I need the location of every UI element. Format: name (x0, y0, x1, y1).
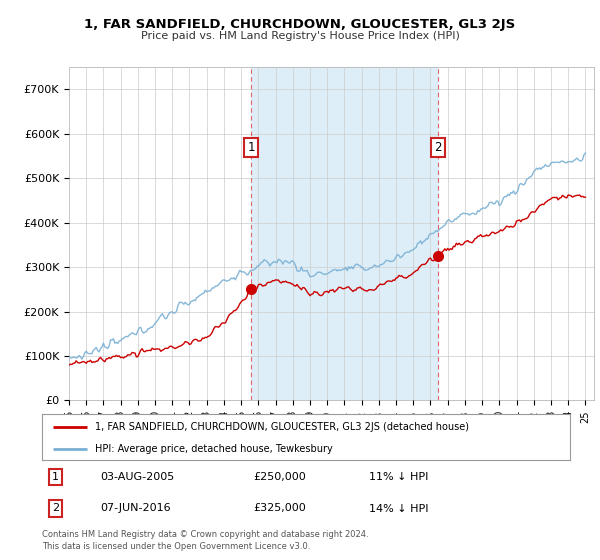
Text: 2: 2 (52, 503, 59, 514)
Text: 1, FAR SANDFIELD, CHURCHDOWN, GLOUCESTER, GL3 2JS: 1, FAR SANDFIELD, CHURCHDOWN, GLOUCESTER… (85, 18, 515, 31)
Text: HPI: Average price, detached house, Tewkesbury: HPI: Average price, detached house, Tewk… (95, 444, 332, 454)
Text: 1: 1 (247, 141, 255, 153)
Text: 2: 2 (434, 141, 442, 153)
Bar (251, 67, 438, 400)
Text: 1: 1 (52, 472, 59, 482)
Text: £250,000: £250,000 (253, 472, 306, 482)
Text: 1, FAR SANDFIELD, CHURCHDOWN, GLOUCESTER, GL3 2JS (detached house): 1, FAR SANDFIELD, CHURCHDOWN, GLOUCESTER… (95, 422, 469, 432)
Text: 14% ↓ HPI: 14% ↓ HPI (370, 503, 429, 514)
Text: 03-AUG-2005: 03-AUG-2005 (100, 472, 175, 482)
Text: 11% ↓ HPI: 11% ↓ HPI (370, 472, 429, 482)
Text: £325,000: £325,000 (253, 503, 306, 514)
Text: This data is licensed under the Open Government Licence v3.0.: This data is licensed under the Open Gov… (42, 542, 310, 550)
Text: 07-JUN-2016: 07-JUN-2016 (100, 503, 171, 514)
Text: Contains HM Land Registry data © Crown copyright and database right 2024.: Contains HM Land Registry data © Crown c… (42, 530, 368, 539)
Text: Price paid vs. HM Land Registry's House Price Index (HPI): Price paid vs. HM Land Registry's House … (140, 31, 460, 41)
